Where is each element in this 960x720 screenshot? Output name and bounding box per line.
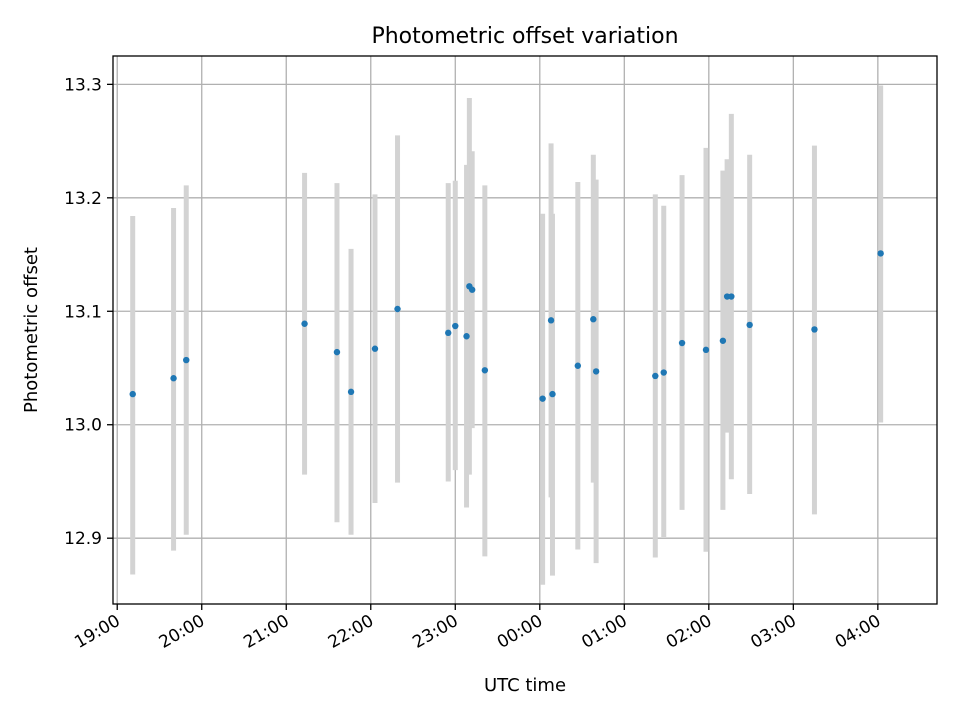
data-point: [183, 356, 190, 364]
data-point: [660, 369, 667, 376]
data-point: [877, 250, 884, 257]
data-point: [463, 333, 470, 340]
x-tick-label: 03:00: [747, 611, 799, 653]
x-tick-label: 23:00: [409, 611, 461, 653]
y-axis-label: Photometric offset: [21, 247, 42, 413]
data-point: [333, 348, 341, 356]
x-tick-label: 22:00: [325, 611, 377, 653]
data-point: [702, 346, 710, 354]
x-tick-label: 01:00: [578, 611, 630, 653]
plot-frame: [112, 55, 938, 605]
data-points: [129, 250, 884, 402]
y-tick-label: 13.3: [64, 75, 102, 95]
data-point: [394, 305, 401, 313]
data-point: [574, 362, 582, 369]
data-point: [590, 316, 597, 323]
data-point: [468, 286, 476, 293]
x-tick-label: 21:00: [240, 611, 292, 653]
data-point: [539, 395, 546, 402]
data-point: [481, 367, 489, 374]
x-axis-label: UTC time: [484, 675, 566, 696]
data-point: [592, 368, 600, 375]
y-tick-label: 13.0: [64, 416, 102, 436]
y-tick-label: 12.9: [64, 529, 102, 549]
x-tick-label: 02:00: [663, 611, 715, 653]
data-point: [728, 293, 735, 300]
data-point: [129, 390, 136, 398]
data-point: [170, 375, 177, 382]
data-point: [452, 322, 459, 330]
data-point: [678, 339, 686, 347]
data-point: [301, 320, 308, 327]
data-point: [719, 337, 727, 344]
x-tick-label: 19:00: [71, 611, 123, 653]
data-point: [746, 321, 753, 329]
data-point: [549, 390, 556, 398]
data-point: [445, 329, 452, 337]
data-point: [547, 317, 555, 324]
x-tick-label: 20:00: [156, 611, 208, 653]
y-tick-label: 13.1: [64, 302, 102, 322]
y-tick-label: 13.2: [64, 189, 102, 209]
chart-title: Photometric offset variation: [371, 24, 678, 49]
data-point: [371, 345, 379, 352]
data-point: [811, 326, 818, 333]
data-point: [347, 388, 355, 396]
error-bars: [130, 85, 884, 585]
data-point: [652, 372, 659, 380]
x-tick-label: 04:00: [832, 611, 884, 653]
x-tick-label: 00:00: [494, 611, 546, 653]
